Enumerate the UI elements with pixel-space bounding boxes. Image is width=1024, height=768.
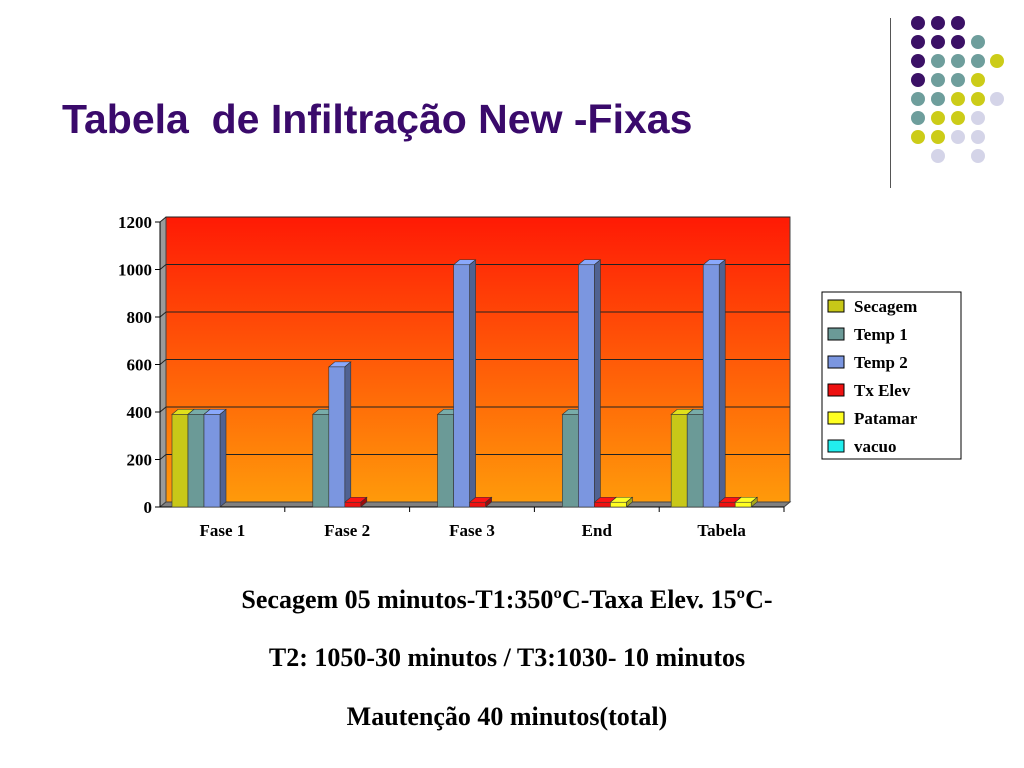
decorative-dot	[911, 35, 925, 49]
decorative-dot	[931, 54, 945, 68]
decorative-dot	[931, 35, 945, 49]
legend-swatch	[827, 299, 845, 313]
decorative-dot	[951, 73, 965, 87]
y-tick-label: 600	[127, 356, 153, 375]
x-tick-label: Fase 1	[200, 521, 246, 540]
decorative-dot	[911, 111, 925, 125]
slide-title: Tabela de Infiltração New -Fixas	[62, 96, 693, 142]
infiltration-bar-chart: 0 200 400 600 800 1000 1200 Fase 1 Fase 2 Fase 3 E…	[118, 213, 962, 540]
decorative-dot	[951, 130, 965, 144]
decorative-dot	[911, 130, 925, 144]
bar-temp-2	[577, 259, 602, 508]
decorative-dot	[951, 111, 965, 125]
x-tick-label: Fase 2	[324, 521, 370, 540]
x-tick-label: Fase 3	[449, 521, 495, 540]
legend-label: Temp 2	[854, 353, 908, 372]
decorative-dot	[951, 92, 965, 106]
bar-temp-2	[452, 259, 477, 508]
gridline	[159, 216, 790, 223]
decorative-dot	[951, 16, 965, 30]
x-tick-label: Tabela	[697, 521, 746, 540]
decorative-dot	[931, 92, 945, 106]
legend-swatch	[827, 383, 845, 397]
decorative-dot	[931, 130, 945, 144]
y-tick-label: 1000	[118, 261, 152, 280]
y-tick-label: 200	[127, 451, 153, 470]
caption-line-2: T2: 1050-30 minutos / T3:1030- 10 minuto…	[268, 643, 746, 672]
decorative-dot	[911, 92, 925, 106]
legend-label: Patamar	[854, 409, 918, 428]
decorative-dot	[951, 54, 965, 68]
legend-box	[821, 291, 962, 460]
legend-swatch	[827, 355, 845, 369]
decorative-dot	[951, 35, 965, 49]
decorative-dot	[911, 73, 925, 87]
y-tick-label: 1200	[118, 213, 152, 232]
legend-swatch	[827, 411, 845, 425]
decorative-dot	[911, 16, 925, 30]
decorative-dot	[931, 73, 945, 87]
decorative-dot	[931, 16, 945, 30]
bar-temp-2	[203, 408, 227, 508]
decorative-dot	[911, 54, 925, 68]
x-tick-label: End	[582, 521, 613, 540]
decorative-dot	[971, 149, 985, 163]
decorative-dot	[990, 92, 1004, 106]
bar-patamar	[734, 496, 759, 508]
decorative-dot	[971, 92, 985, 106]
decorative-dot	[971, 130, 985, 144]
legend-label: Tx Elev	[854, 381, 911, 400]
legend-label: Secagem	[854, 297, 917, 316]
legend-swatch	[827, 439, 845, 453]
decorative-dot	[990, 54, 1004, 68]
bar-temp-2	[702, 259, 727, 508]
caption-line-3: Mautenção 40 minutos(total)	[346, 702, 668, 731]
decorative-dot	[971, 54, 985, 68]
y-tick-label: 0	[144, 498, 153, 517]
bar-patamar	[609, 496, 634, 508]
legend-label: vacuo	[854, 437, 897, 456]
y-tick-label: 400	[127, 403, 153, 422]
decorative-dot	[931, 111, 945, 125]
y-tick-label: 800	[127, 308, 153, 327]
bar-tx-elev	[343, 496, 368, 508]
legend-swatch	[827, 327, 845, 341]
decorative-dot	[971, 35, 985, 49]
decorative-dot	[971, 73, 985, 87]
legend-label: Temp 1	[854, 325, 908, 344]
bar-temp-2	[327, 361, 352, 508]
caption-line-1: Secagem 05 minutos-T1:350ºC-Taxa Elev. 1…	[241, 585, 773, 614]
decorative-dot	[971, 111, 985, 125]
title-divider	[890, 18, 891, 188]
decorative-dot-grid	[911, 16, 1004, 163]
decorative-dot	[931, 149, 945, 163]
bar-tx-elev	[468, 496, 493, 508]
